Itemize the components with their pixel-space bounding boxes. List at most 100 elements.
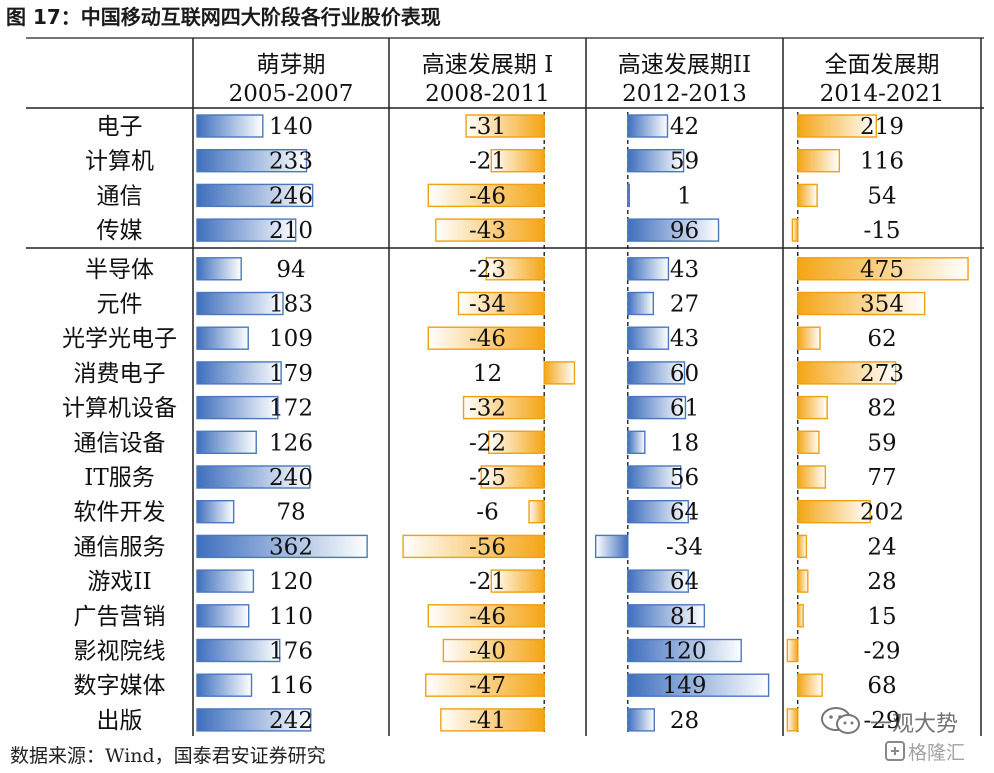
bar [627,569,689,593]
bar [196,361,282,385]
footnote: 数据来源：Wind，国泰君安证券研究 [10,745,326,767]
data-label: 54 [867,183,896,209]
panel-name-3: 全面发展期 [825,52,940,78]
data-label: -56 [469,534,506,560]
bar [196,430,257,454]
data-label: 28 [670,708,699,734]
data-label: 24 [867,534,896,560]
bar [196,257,242,281]
bar [797,291,926,316]
bar [797,183,818,208]
bar [528,500,545,524]
data-label: 15 [867,604,896,630]
bar [627,673,770,697]
row-label: 元件 [97,292,143,318]
data-label: 149 [663,673,707,699]
data-label: 126 [269,430,313,456]
data-label: 68 [867,673,896,699]
data-label: 109 [269,326,313,352]
bar [427,604,545,628]
bar [427,326,545,350]
data-label: 240 [269,465,313,491]
bar [627,148,685,173]
bars: 1402332462109418310917917212624078362120… [196,112,969,734]
row-label: IT服务 [84,465,154,491]
bar [427,183,545,208]
data-label: 362 [269,534,313,560]
data-label: 61 [670,396,699,422]
bar [627,465,682,489]
bar [425,673,545,697]
panel-name-2: 高速发展期II [618,52,751,78]
bar [196,638,281,663]
row-label: 游戏II [87,569,151,595]
data-label: 64 [670,500,699,526]
data-label: 78 [276,500,305,526]
data-label: 28 [867,569,896,595]
panel-period-0: 2005-2007 [229,81,354,107]
data-label: 242 [269,708,313,734]
row-label: 出版 [97,708,143,734]
bar [627,361,686,385]
table-frame [26,37,984,736]
bar [786,638,799,663]
data-label: 210 [269,218,313,244]
row-label: 影视院线 [74,639,166,665]
bar [797,430,820,454]
bar [791,218,799,242]
row-label: 计算机设备 [62,396,177,422]
data-label: 60 [670,361,699,387]
data-label: 179 [269,361,313,387]
panel-name-0: 萌芽期 [257,52,326,78]
panel-period-3: 2014-2021 [820,81,945,107]
data-label: -47 [469,673,506,699]
bar [490,569,545,593]
bar [797,361,897,385]
row-label: 计算机 [85,149,154,175]
bar [485,257,545,281]
data-label: 42 [670,114,699,140]
bar [196,218,297,242]
data-label: 59 [670,149,699,175]
logo-icon [885,741,905,761]
data-label: -15 [863,218,900,244]
bar [627,395,687,420]
data-label: 18 [670,430,699,456]
data-label: -22 [469,430,506,456]
data-label: -46 [469,604,506,630]
data-label: -31 [469,114,506,140]
bar [196,569,255,593]
panel-name-1: 高速发展期 I [422,52,553,78]
chart: 萌芽期 2005-2007 高速发展期 I 2008-2011 高速发展期II 2012-… [26,37,984,736]
bar [627,708,655,732]
bar [440,708,545,732]
data-label: -34 [666,534,703,560]
figure-title: 图 17：中国移动互联网四大阶段各行业股价表现 [6,5,441,29]
data-label: -23 [469,257,506,283]
bar [196,465,311,489]
data-label: 140 [269,114,313,140]
bar [797,257,969,281]
bar [490,148,545,173]
data-label: -6 [476,500,498,526]
data-label: 43 [670,326,699,352]
bar [196,326,249,350]
data-label: 219 [860,114,904,140]
watermark-line2: 格隆汇 [908,742,966,764]
panel-period-2: 2012-2013 [622,81,747,107]
bar [196,148,308,173]
data-label: 59 [867,430,896,456]
bar [435,218,545,242]
watermark: 一观大势 格隆汇 [812,700,992,770]
data-label: 96 [670,218,699,244]
row-label: 通信 [97,183,143,209]
bar [797,148,841,173]
bar [627,114,669,138]
data-label: -43 [469,218,506,244]
bar [465,114,545,138]
data-label: 12 [473,361,502,387]
bar [797,673,823,697]
bar [797,604,804,628]
bar [627,257,670,281]
data-label: 354 [860,292,904,318]
